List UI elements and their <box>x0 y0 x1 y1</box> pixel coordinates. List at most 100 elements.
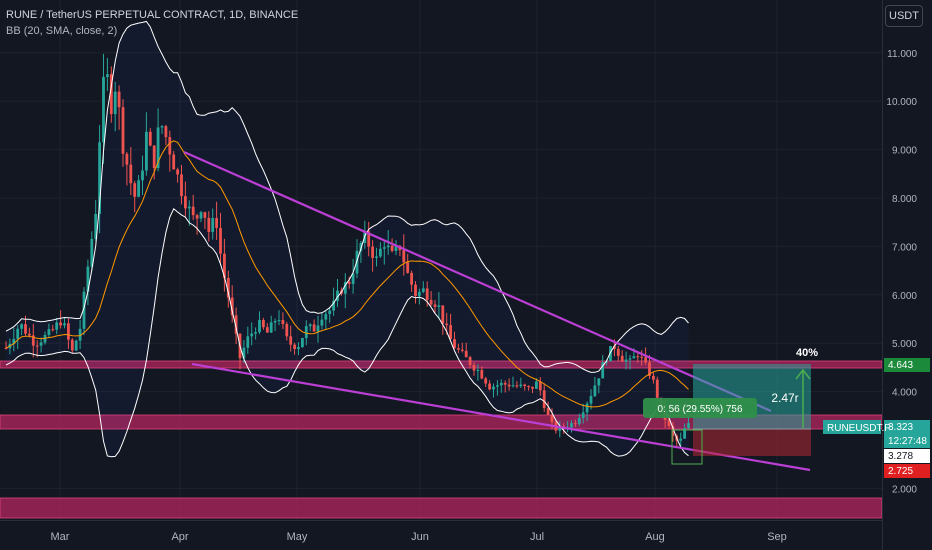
candle <box>433 304 437 307</box>
candle <box>16 328 20 339</box>
candle <box>581 412 585 419</box>
candle <box>570 423 573 428</box>
symbol-label: RUNEUSDT.P <box>827 423 891 434</box>
candle <box>652 375 655 380</box>
x-tick-label: May <box>287 531 308 543</box>
candle <box>515 385 519 387</box>
candle <box>70 339 74 351</box>
candle <box>503 382 507 385</box>
candle <box>550 414 554 423</box>
candle <box>137 180 140 197</box>
candle <box>406 262 410 273</box>
candle <box>589 396 593 404</box>
candle <box>531 386 534 389</box>
y-tick-label: 11.000 <box>887 49 917 60</box>
candle <box>542 390 546 409</box>
candle <box>472 365 476 371</box>
candle <box>203 212 207 218</box>
candle <box>390 245 394 251</box>
candle <box>47 329 51 335</box>
candle <box>324 314 328 320</box>
candle <box>219 227 222 254</box>
candle <box>4 348 8 350</box>
gain-box <box>643 398 757 418</box>
candle <box>207 217 211 232</box>
candle <box>301 338 304 348</box>
candle <box>250 333 254 337</box>
candle <box>230 297 234 316</box>
candle <box>585 403 589 413</box>
candle <box>184 196 187 209</box>
candle <box>258 319 261 333</box>
candle <box>683 428 686 439</box>
y-tick-label: 5.000 <box>892 339 917 350</box>
candle <box>51 329 55 331</box>
candle <box>347 282 351 284</box>
candle <box>538 381 542 391</box>
candle <box>511 385 515 387</box>
candle <box>496 385 499 387</box>
bollinger-fill <box>6 21 689 457</box>
long-position-tool[interactable]: 40% 2.47r 0: 56 (29.55%) 756 <box>643 347 818 465</box>
candle <box>106 74 109 77</box>
candle <box>410 272 413 285</box>
zone-top-price: 4.643 <box>888 360 913 371</box>
upper-band <box>5 20 689 373</box>
candle <box>535 381 538 389</box>
candle <box>117 91 121 108</box>
candle <box>441 305 445 324</box>
candle <box>215 218 218 228</box>
candle <box>429 299 433 305</box>
target-arrow-head <box>795 368 811 380</box>
candle <box>125 153 129 165</box>
candle <box>367 231 371 247</box>
candle <box>480 369 484 379</box>
candle <box>55 322 59 330</box>
candle <box>265 327 269 333</box>
candle <box>488 383 491 390</box>
candle <box>492 386 495 390</box>
zone-top-price-bg <box>884 358 930 372</box>
countdown: 12:27:48 <box>888 436 927 447</box>
stop-price-bg <box>884 464 930 478</box>
x-tick-label: Jun <box>411 531 429 543</box>
candle <box>671 426 675 436</box>
candle <box>613 346 616 349</box>
candle <box>351 273 355 284</box>
time-axis-bg <box>0 520 932 550</box>
candle <box>421 288 425 292</box>
candle <box>160 126 164 128</box>
time-axis: Mar Apr May Jun Jul Aug Sep <box>0 520 932 550</box>
candle <box>593 385 597 397</box>
candle <box>145 131 148 171</box>
upper-trendline <box>183 150 772 413</box>
price-zone <box>0 497 883 519</box>
candle <box>597 378 601 386</box>
candle <box>297 347 300 349</box>
candle <box>620 355 624 362</box>
candle <box>484 378 488 384</box>
candle <box>31 335 35 346</box>
candle <box>460 349 464 351</box>
candle <box>667 419 671 427</box>
candle <box>445 323 449 326</box>
candle <box>308 324 312 327</box>
y-tick-label: 6.000 <box>892 291 917 302</box>
candle <box>242 347 246 359</box>
candle <box>285 324 289 337</box>
candle <box>425 288 429 300</box>
candle <box>59 322 62 326</box>
candle <box>98 142 101 214</box>
candle <box>152 145 156 169</box>
low-price-bg <box>884 449 930 463</box>
candle <box>453 339 456 349</box>
candle <box>601 362 605 379</box>
candle <box>519 384 523 387</box>
candle <box>605 361 608 363</box>
x-tick-label: Jul <box>530 531 544 543</box>
currency-button[interactable]: USDT <box>885 5 923 27</box>
candle <box>172 154 176 170</box>
candle <box>379 248 382 257</box>
candle <box>121 107 125 154</box>
